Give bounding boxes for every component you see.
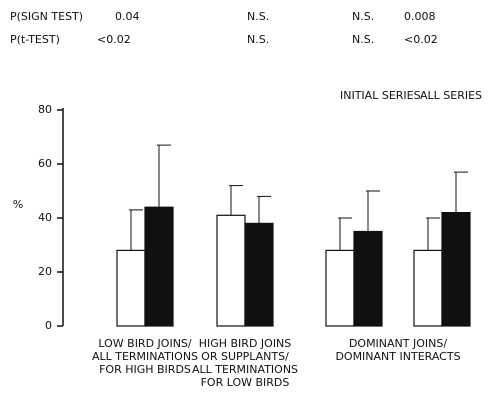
stat-text: 0.04 xyxy=(115,10,140,23)
stat-text: P(SIGN TEST) xyxy=(10,10,83,23)
x-tick-label: ALL TERMINATIONS xyxy=(192,363,298,376)
stat-text: N.S. xyxy=(247,33,269,46)
x-tick-label: FOR HIGH BIRDS xyxy=(99,363,191,376)
x-tick-label: HIGH BIRD JOINS xyxy=(199,337,292,350)
x-tick-label: OR SUPPLANTS/ xyxy=(201,350,289,363)
bar xyxy=(441,212,471,327)
x-tick-label: DOMINANT JOINS/ xyxy=(349,337,447,350)
bar xyxy=(244,222,274,327)
y-tick-label: 0 xyxy=(45,319,52,332)
x-tick-label: FOR LOW BIRDS xyxy=(201,376,290,389)
stat-text: 0.008 xyxy=(404,10,436,23)
x-tick-label: ALL TERMINATIONS xyxy=(92,350,198,363)
y-tick-label: 20 xyxy=(38,265,52,278)
x-tick-label: DOMINANT INTERACTS xyxy=(335,350,460,363)
bar xyxy=(216,214,246,327)
bar xyxy=(413,249,443,327)
y-axis-label: % xyxy=(13,198,23,211)
y-tick-label: 60 xyxy=(38,157,52,170)
bar xyxy=(325,249,355,327)
stat-text: P(t-TEST) xyxy=(10,33,60,46)
x-tick-label: LOW BIRD JOINS/ xyxy=(98,337,192,350)
y-tick-label: 40 xyxy=(38,211,52,224)
legend-label: ALL SERIES xyxy=(420,89,482,102)
stat-text: <0.02 xyxy=(404,33,438,46)
bar xyxy=(144,206,174,327)
y-tick-label: 80 xyxy=(38,103,52,116)
legend-label: INITIAL SERIES xyxy=(340,89,421,102)
bar xyxy=(353,230,383,327)
stat-text: N.S. xyxy=(247,10,269,23)
stat-text: N.S. xyxy=(352,33,374,46)
stat-text: <0.02 xyxy=(97,33,131,46)
stat-text: N.S. xyxy=(352,10,374,23)
bar xyxy=(116,249,146,327)
